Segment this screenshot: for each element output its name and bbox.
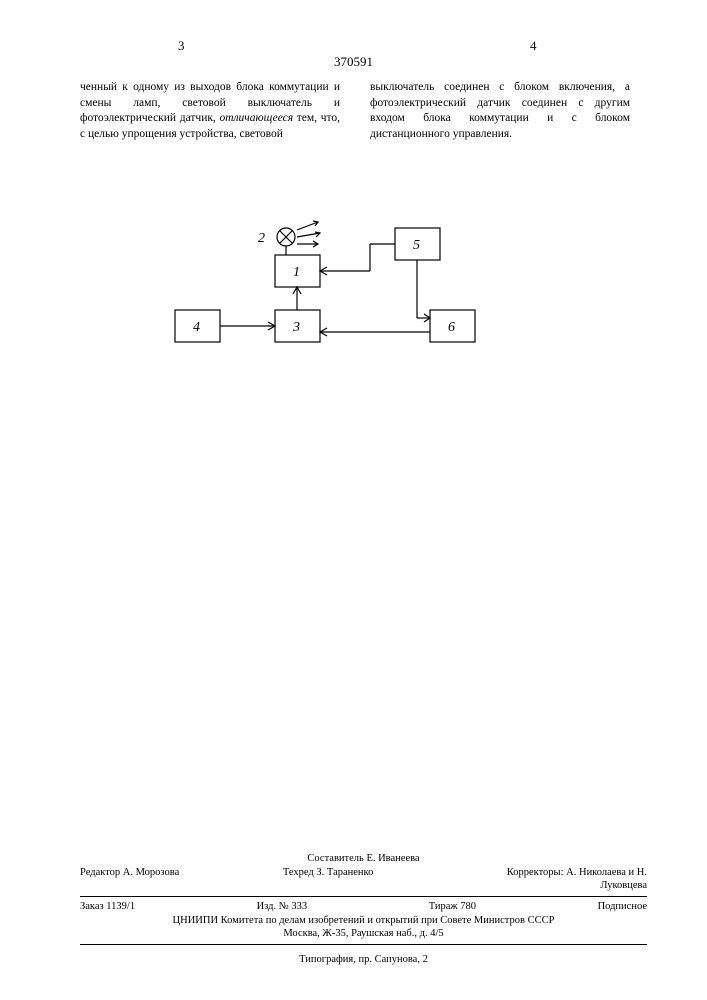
block-diagram: 2 1 3 4 5 6 [0, 210, 707, 470]
izd: Изд. № 333 [257, 900, 308, 914]
left-column: ченный к одному из выходов блока коммута… [80, 80, 340, 142]
doc-number: 370591 [0, 54, 707, 70]
node-6-label: 6 [448, 320, 455, 335]
printery-line: Типография, пр. Сапунова, 2 [80, 953, 647, 967]
podpisnoe: Подписное [598, 900, 647, 914]
editor: Редактор А. Морозова [80, 866, 179, 893]
col-left-italic: отличающееся [219, 112, 293, 124]
tech-editor: Техред З. Тараненко [283, 866, 373, 893]
org-line: ЦНИИПИ Комитета по делам изобретений и о… [80, 914, 647, 928]
compiler-line: Составитель Е. Иванеева [80, 852, 647, 866]
footer: Составитель Е. Иванеева Редактор А. Моро… [80, 852, 647, 966]
node-3-label: 3 [292, 320, 300, 335]
node-4-label: 4 [193, 320, 200, 335]
right-column: выключатель соединен с блоком включения,… [370, 80, 630, 142]
address-line: Москва, Ж-35, Раушская наб., д. 4/5 [80, 927, 647, 941]
correctors: Корректоры: А. Николаева и Н. Луковцева [477, 866, 647, 893]
node-1-label: 1 [293, 265, 300, 280]
node-2-label: 2 [258, 231, 265, 246]
page-number-right: 4 [530, 38, 537, 54]
node-5-label: 5 [413, 238, 420, 253]
page-number-left: 3 [178, 38, 185, 54]
tiraz: Тираж 780 [429, 900, 476, 914]
order: Заказ 1139/1 [80, 900, 135, 914]
col-right-text: выключатель соединен с блоком включения,… [370, 81, 630, 140]
